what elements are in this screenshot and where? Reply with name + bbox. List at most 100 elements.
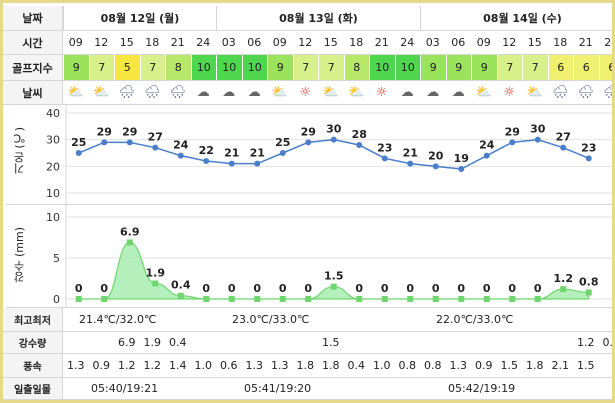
rainfall-data-label: 0 [508,282,516,295]
cloud-night-icon: ☁ [426,85,440,100]
temperature-point [483,152,490,159]
cloud-sun-icon: ⛅ [93,85,110,100]
wind-cell: 1.3 [245,359,264,372]
temperature-point [356,142,363,148]
temperature-point [305,139,312,146]
time-cell: 12 [502,36,517,49]
wind-cell: 1.8 [296,359,315,372]
cloud-sun-icon: ⛅ [67,85,84,100]
rainfall-point [254,296,261,302]
temperature-data-label: 23 [377,141,392,154]
temperature-point [330,136,337,143]
time-cell: 24 [196,36,211,49]
golf-index-cell: 7 [292,55,318,80]
minmax-cells: 21.4℃/32.0℃ 23.0℃/33.0℃ 22.0℃/33.0℃ [63,308,612,331]
temperature-data-label: 29 [122,125,137,138]
temperature-point [585,155,592,162]
rainfall-data-label: 0 [457,282,465,295]
wind-cell [599,354,613,377]
temperature-point [152,144,159,151]
rainfall-point [126,239,133,246]
wind-cell: 2.1 [551,359,570,372]
rainfall-cell [420,332,446,353]
temperature-point [432,163,439,170]
sunrise-cell: 05:40/19:21 [91,382,159,395]
rainfall-cell: 6.9 [118,336,136,349]
cloud-night-icon: ☁ [196,85,210,100]
rainfall-point [585,289,592,296]
rainfall-cell [344,332,370,353]
cloud-night-icon: ☁ [222,85,236,100]
rainfall-point [279,296,286,302]
golf-index-cell: 5 [114,55,140,80]
golf-index-cell: 9 [420,55,446,80]
rainfall-data-label: 0 [279,282,287,295]
golf-index-cell: 7 [522,55,548,80]
rainfall-cell [242,332,268,353]
time-cell: 06 [247,36,262,49]
rain-cloud-icon: 🌧 [551,85,569,100]
rainfall-header: 강수량 [3,332,63,353]
minmax-cell: 23.0℃/33.0℃ [232,313,310,326]
date-cell: 08월 14일 (수) [420,6,612,30]
rainfall-tick-label: 10 [46,211,60,224]
rainfall-data-label: 0 [534,282,542,295]
rainfall-data-label: 0 [406,282,414,295]
date-cells: 08월 12일 (월) 08월 13일 (화) 08월 14일 (수) [63,6,612,30]
temperature-data-label: 30 [530,123,546,136]
rainfall-point [177,292,184,299]
cloud-night-icon: ☁ [247,85,261,100]
rainfall-cell [191,332,217,353]
wind-header: 풍속 [3,354,63,377]
rainfall-point [381,296,388,302]
time-cell: 03 [425,36,440,49]
rain-cloud-icon: 🌧 [169,85,186,100]
rainfall-cells: 6.9 1.9 0.4 1.5 1.2 0.8 [63,332,612,353]
temperature-point [228,160,235,167]
rainfall-data-label: 0 [253,282,261,295]
wind-cell: 0.8 [398,359,417,372]
time-cell: 15 [527,36,542,49]
rainfall-cell [293,332,319,353]
golf-index-cell: 7 [318,55,344,80]
rainfall-data-label: 0 [432,282,440,295]
rainfall-data-label: 0.8 [579,275,599,288]
time-cell: 21 [170,36,185,49]
time-cell: 21 [374,36,389,49]
wind-cell: 0.6 [220,359,238,372]
rainfall-data-label: 0 [228,282,236,295]
rainfall-data-label: 0 [304,282,312,295]
rainfall-data-label: 0 [202,282,210,295]
rainfall-data-label: 1.5 [324,270,344,283]
temperature-data-label: 23 [581,141,596,154]
temperature-point [254,160,261,167]
sunrise-cell: 05:42/19:19 [448,382,516,395]
rainfall-point [458,296,465,302]
rainfall-chart-svg: 0 5 10 0 0 6.9 1.9 0.4 0 0 0 0 0 1.5 0 0 0 0 0 0 0 0 1.2 0.8 [46,205,612,308]
date-cell: 08월 12일 (월) [63,6,216,30]
sunrise-cell: 05:41/19:20 [244,382,312,395]
rainfall-point [101,296,108,302]
temperature-data-label: 21 [224,147,239,160]
golf-index-cell: 7 [88,55,114,80]
rainfall-data-label: 6.9 [120,225,140,238]
temperature-chart: 기온 (℃) 10 20 30 40 25 29 29 27 24 22 21 21 25 29 30 28 2… [6,105,612,205]
rainfall-cell [395,332,421,353]
rainfall-data-label: 0 [75,282,83,295]
sunrise-header: 일출일몰 [3,378,63,399]
temperature-point [407,160,414,167]
time-cell: 24 [400,36,415,49]
time-cell: 18 [553,36,568,49]
temperature-point [126,139,133,146]
rainfall-tick-label: 0 [53,293,60,306]
sunrise-cells: 05:40/19:21 05:41/19:20 05:42/19:19 [63,378,612,399]
golf-index-cell: 7 [139,55,165,80]
temperature-data-label: 20 [428,149,444,162]
minmax-row: 최고최저 21.4℃/32.0℃ 23.0℃/33.0℃ 22.0℃/33.0℃ [3,308,612,332]
rainfall-point [432,296,439,302]
wind-cell: 1.4 [169,359,187,372]
rainfall-data-label: 0 [483,282,491,295]
cloud-sun-icon: ⛅ [475,85,492,100]
rainfall-cell [548,332,574,353]
